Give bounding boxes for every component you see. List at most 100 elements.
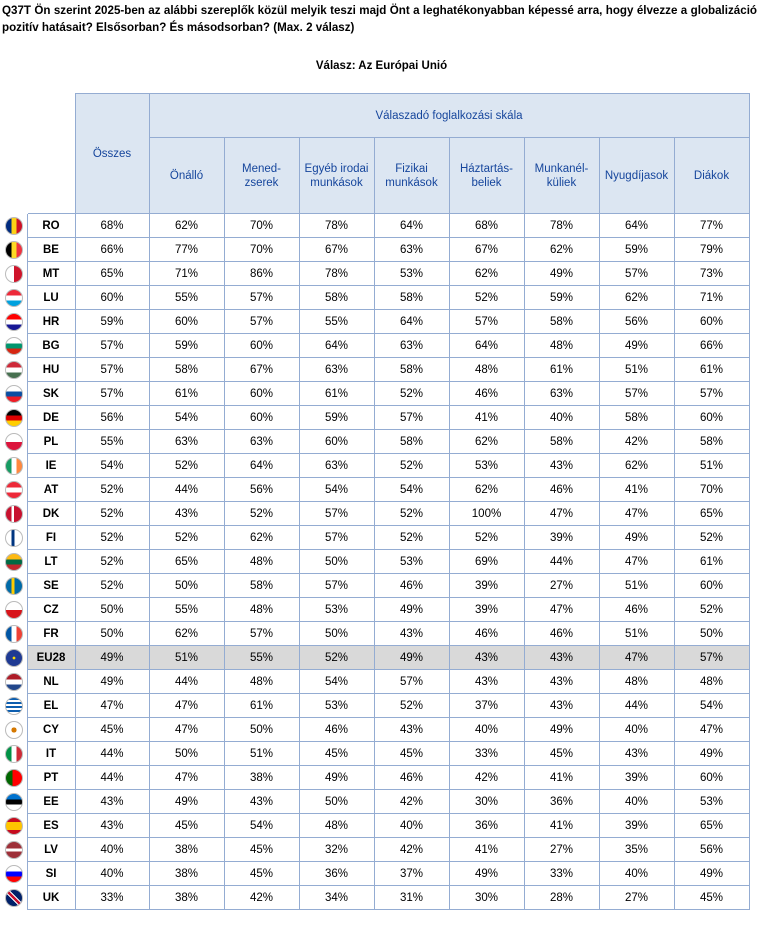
occupation-value: 64% — [598, 213, 675, 238]
occupation-value: 63% — [373, 333, 450, 358]
occupation-value: 49% — [598, 333, 675, 358]
results-table: Összes Válaszadó foglalkozási skála Önál… — [1, 93, 750, 910]
country-flag-icon — [4, 384, 23, 403]
occupation-value: 43% — [223, 789, 300, 814]
occupation-value: 30% — [448, 789, 525, 814]
occupation-value: 47% — [673, 717, 750, 742]
occupation-value: 63% — [148, 429, 225, 454]
occupation-value: 71% — [148, 261, 225, 286]
country-flag-icon — [4, 696, 23, 715]
country-code: EE — [26, 789, 76, 814]
occupation-value: 58% — [373, 285, 450, 310]
flag-cell — [1, 501, 27, 526]
occupation-value: 37% — [373, 861, 450, 886]
total-value: 60% — [74, 285, 150, 310]
occupation-value: 52% — [673, 597, 750, 622]
occupation-value: 58% — [298, 285, 375, 310]
occupation-value: 47% — [598, 501, 675, 526]
occupation-value: 61% — [223, 693, 300, 718]
total-value: 52% — [74, 549, 150, 574]
country-flag-icon — [4, 264, 23, 283]
occupation-value: 57% — [223, 309, 300, 334]
occupation-value: 50% — [298, 621, 375, 646]
table-row: BG 57% 59% 60% 64% 63% 64% 48% 49% 66% — [1, 333, 750, 358]
occupation-value: 60% — [673, 765, 750, 790]
country-code: PL — [26, 429, 76, 454]
country-code: BE — [26, 237, 76, 262]
occupation-value: 58% — [373, 357, 450, 382]
question-text: Q37T Ön szerint 2025-ben az alábbi szere… — [2, 4, 757, 34]
table-row: DK 52% 43% 52% 57% 52% 100% 47% 47% 65% — [1, 501, 750, 526]
occupation-value: 59% — [523, 285, 600, 310]
occupation-value: 78% — [298, 261, 375, 286]
table-row: HU 57% 58% 67% 63% 58% 48% 61% 51% 61% — [1, 357, 750, 382]
header-total: Összes — [74, 93, 150, 214]
occupation-value: 47% — [523, 597, 600, 622]
occupation-value: 51% — [598, 621, 675, 646]
occupation-value: 64% — [223, 453, 300, 478]
country-flag-icon — [4, 408, 23, 427]
total-value: 40% — [74, 837, 150, 862]
occupation-value: 47% — [148, 693, 225, 718]
occupation-value: 50% — [298, 549, 375, 574]
occupation-value: 58% — [223, 573, 300, 598]
total-value: 43% — [74, 789, 150, 814]
occupation-value: 62% — [448, 261, 525, 286]
occupation-value: 62% — [148, 213, 225, 238]
occupation-value: 47% — [148, 765, 225, 790]
occupation-value: 60% — [148, 309, 225, 334]
total-value: 68% — [74, 213, 150, 238]
country-flag-icon — [4, 672, 23, 691]
occupation-value: 52% — [148, 525, 225, 550]
occupation-value: 60% — [223, 381, 300, 406]
occupation-value: 40% — [598, 789, 675, 814]
flag-cell — [1, 813, 27, 838]
occupation-value: 49% — [298, 765, 375, 790]
occupation-value: 40% — [373, 813, 450, 838]
country-code: DE — [26, 405, 76, 430]
flag-cell — [1, 645, 27, 670]
country-code: HU — [26, 357, 76, 382]
total-value: 65% — [74, 261, 150, 286]
occupation-value: 61% — [523, 357, 600, 382]
table-row: SK 57% 61% 60% 61% 52% 46% 63% 57% 57% — [1, 381, 750, 406]
occupation-value: 40% — [523, 405, 600, 430]
occupation-value: 53% — [373, 549, 450, 574]
occupation-value: 49% — [598, 525, 675, 550]
occupation-value: 46% — [598, 597, 675, 622]
occupation-value: 65% — [673, 501, 750, 526]
country-code: CZ — [26, 597, 76, 622]
occupation-value: 43% — [523, 693, 600, 718]
occupation-value: 73% — [673, 261, 750, 286]
occupation-value: 42% — [223, 885, 300, 910]
occupation-value: 56% — [598, 309, 675, 334]
occupation-value: 45% — [523, 741, 600, 766]
table-row: LT 52% 65% 48% 50% 53% 69% 44% 47% 61% — [1, 549, 750, 574]
occupation-value: 55% — [148, 597, 225, 622]
occupation-value: 46% — [373, 765, 450, 790]
occupation-value: 49% — [148, 789, 225, 814]
occupation-value: 34% — [298, 885, 375, 910]
table-row: EE 43% 49% 43% 50% 42% 30% 36% 40% 53% — [1, 789, 750, 814]
occupation-value: 46% — [448, 621, 525, 646]
occupation-value: 100% — [448, 501, 525, 526]
occupation-value: 59% — [298, 405, 375, 430]
total-value: 49% — [74, 669, 150, 694]
occupation-value: 45% — [673, 885, 750, 910]
occupation-value: 58% — [673, 429, 750, 454]
occupation-value: 60% — [673, 309, 750, 334]
total-value: 52% — [74, 501, 150, 526]
occupation-value: 67% — [298, 237, 375, 262]
occupation-value: 48% — [223, 597, 300, 622]
occupation-value: 37% — [448, 693, 525, 718]
table-row: LU 60% 55% 57% 58% 58% 52% 59% 62% 71% — [1, 285, 750, 310]
flag-cell — [1, 549, 27, 574]
occupation-value: 62% — [523, 237, 600, 262]
table-row: DE 56% 54% 60% 59% 57% 41% 40% 58% 60% — [1, 405, 750, 430]
occupation-value: 52% — [223, 501, 300, 526]
occupation-value: 60% — [223, 333, 300, 358]
flag-cell — [1, 525, 27, 550]
total-value: 50% — [74, 597, 150, 622]
country-flag-icon — [4, 744, 23, 763]
occupation-value: 48% — [673, 669, 750, 694]
